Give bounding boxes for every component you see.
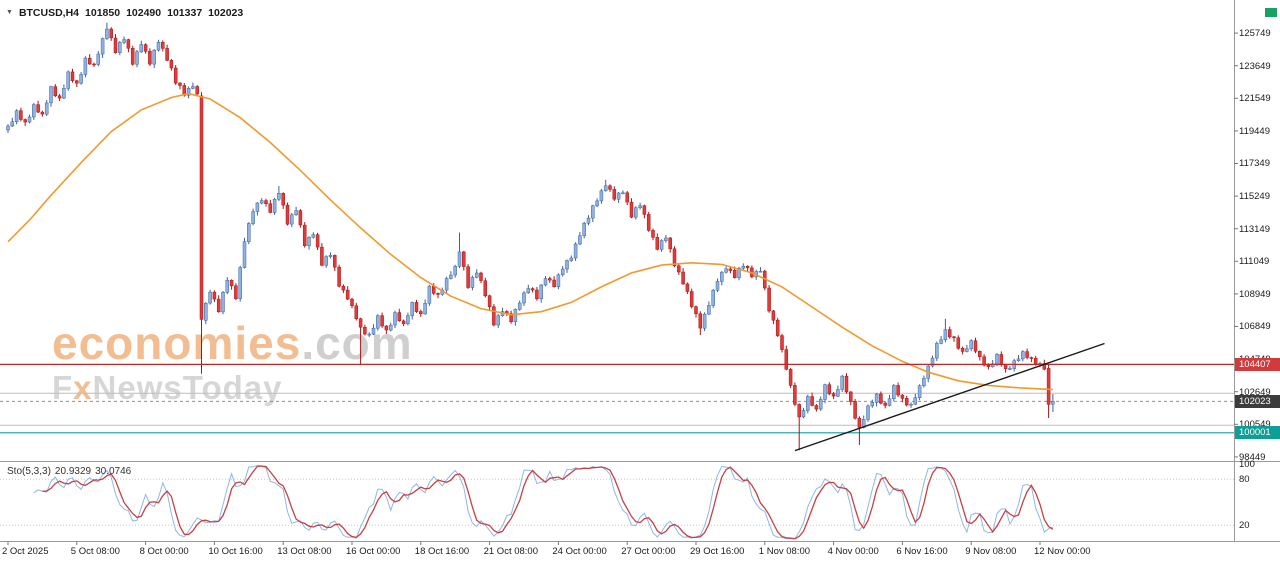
- time-tick-label: 2 Oct 2025: [2, 546, 49, 557]
- stochastic-name: Sto(5,3,3): [7, 466, 51, 477]
- time-tick-label: 4 Nov 00:00: [827, 546, 879, 557]
- price-tick-label: 115249: [1239, 191, 1270, 203]
- time-tick-label: 27 Oct 00:00: [621, 546, 676, 557]
- price-tick-label: 100549: [1239, 419, 1271, 431]
- watermark-sub-rest: NewsToday: [92, 369, 283, 406]
- close-value: 102023: [208, 7, 244, 19]
- time-tick-label: 16 Oct 00:00: [346, 546, 401, 557]
- low-value: 101337: [167, 7, 203, 19]
- price-tick-label: 125749: [1239, 28, 1271, 40]
- time-tick-label: 10 Oct 16:00: [208, 546, 263, 557]
- watermark: economies.com FxNewsToday: [52, 320, 413, 404]
- time-axis[interactable]: 2 Oct 2025 5 Oct 08:00 8 Oct 00:00 10 Oct 1…: [0, 543, 1280, 567]
- price-tick-label: 117349: [1239, 158, 1270, 170]
- price-tick-label: 98449: [1239, 451, 1266, 463]
- price-tick-label: 119449: [1239, 125, 1270, 137]
- watermark-sub-x: x: [73, 369, 93, 406]
- watermark-brand-suffix: .com: [301, 317, 413, 369]
- price-tick-label: 108949: [1239, 288, 1271, 300]
- stochastic-label: Sto(5,3,3) 20.9329 30.0746: [7, 466, 135, 477]
- time-tick-label: 12 Nov 00:00: [1034, 546, 1091, 557]
- chevron-down-icon: ▼: [6, 9, 13, 16]
- time-tick-label: 13 Oct 08:00: [277, 546, 332, 557]
- watermark-brand-line: economies.com: [52, 320, 413, 366]
- stochastic-signal-value: 30.0746: [95, 466, 132, 477]
- price-tick-label: 121549: [1239, 93, 1271, 105]
- indicator-scale-label: 100: [1239, 459, 1255, 470]
- price-tick-label: 106849: [1239, 321, 1271, 333]
- price-badge: 104407: [1235, 357, 1280, 371]
- watermark-sub-f: F: [52, 369, 74, 406]
- open-value: 101850: [85, 7, 121, 19]
- time-tick-label: 1 Nov 08:00: [758, 546, 811, 557]
- price-tick-label: 102649: [1239, 386, 1271, 398]
- time-tick-label: 6 Nov 16:00: [896, 546, 948, 557]
- time-tick-label: 8 Oct 00:00: [139, 546, 189, 557]
- time-tick-label: 9 Nov 08:00: [965, 546, 1017, 557]
- price-tick-label: 113149: [1239, 223, 1270, 235]
- time-tick-label: 24 Oct 00:00: [552, 546, 607, 557]
- ohlc-readout[interactable]: ▼ BTCUSD,H4 101850 102490 101337 102023: [6, 7, 243, 19]
- symbol-timeframe: BTCUSD,H4: [18, 7, 80, 19]
- price-badge: 100001: [1235, 426, 1280, 440]
- watermark-brand: economies: [52, 317, 302, 369]
- time-tick-label: 21 Oct 08:00: [483, 546, 538, 557]
- price-tick-label: 111049: [1239, 256, 1270, 268]
- price-axis[interactable]: 125749 123649 121549 119449 117349 115249 1131…: [1235, 0, 1280, 541]
- watermark-subbrand-line: FxNewsToday: [52, 371, 413, 404]
- corner-marker: [1265, 8, 1277, 17]
- time-tick-label: 29 Oct 16:00: [690, 546, 745, 557]
- indicator-scale-label: 80: [1239, 474, 1250, 486]
- time-tick-label: 5 Oct 08:00: [70, 546, 120, 557]
- price-badge: 102023: [1235, 394, 1280, 408]
- price-tick-label: 123649: [1239, 60, 1271, 72]
- stochastic-main-value: 20.9329: [54, 466, 92, 477]
- high-value: 102490: [126, 7, 162, 19]
- time-tick-label: 18 Oct 16:00: [414, 546, 470, 557]
- indicator-scale-label: 20: [1239, 520, 1250, 532]
